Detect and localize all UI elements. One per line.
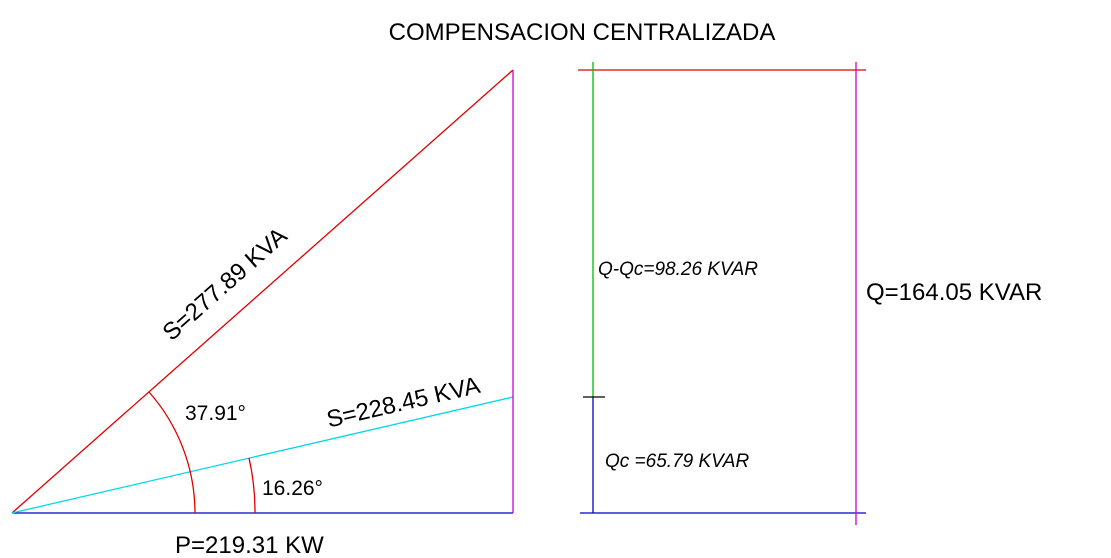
angle-final-label: 16.26° — [262, 477, 323, 500]
s-initial-label: S=277.89 KVA — [158, 222, 293, 346]
qc-label: Qc =65.79 KVAR — [605, 451, 749, 472]
s-initial-vector — [11, 69, 514, 514]
q-total-label: Q=164.05 KVAR — [866, 279, 1042, 306]
title: COMPENSACION CENTRALIZADA — [389, 19, 776, 46]
s-final-label: S=228.45 KVA — [324, 372, 482, 433]
angle-initial-label: 37.91° — [185, 402, 246, 425]
angle-arc-final — [248, 457, 256, 514]
p-label: P=219.31 KW — [175, 532, 324, 558]
s-final-vector — [11, 396, 514, 514]
q-remaining-label: Q-Qc=98.26 KVAR — [598, 259, 758, 280]
angle-arc-initial — [148, 391, 196, 514]
